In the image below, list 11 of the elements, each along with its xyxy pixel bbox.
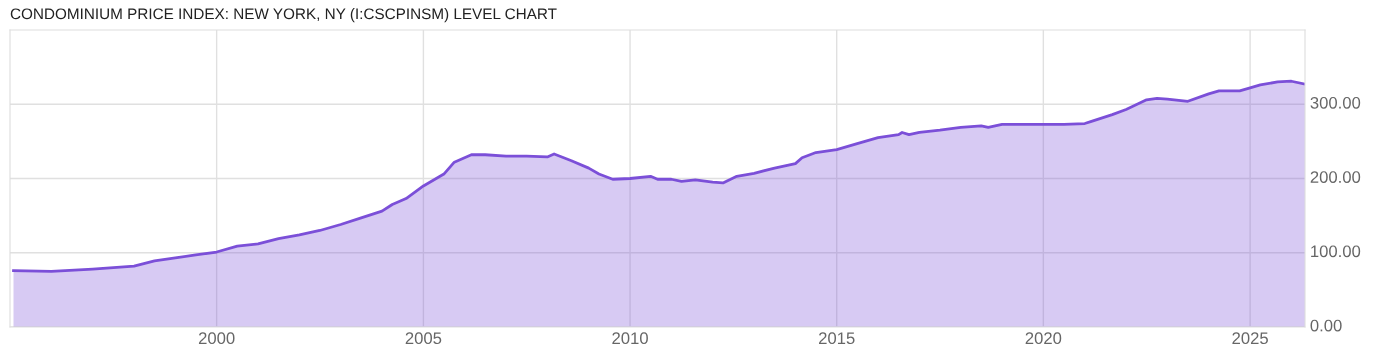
y-tick-label: 0.00 <box>1310 319 1342 332</box>
chart-title: CONDOMINIUM PRICE INDEX: NEW YORK, NY (I:CSCPINSM) LEVEL CHART <box>10 8 557 23</box>
y-tick-label: 300.00 <box>1310 96 1361 109</box>
x-tick-label: 2005 <box>405 332 442 345</box>
y-tick-label: 200.00 <box>1310 171 1361 183</box>
x-tick-label: 2000 <box>198 332 235 345</box>
x-tick-label: 2010 <box>612 332 648 345</box>
y-tick-label: 100.00 <box>1311 245 1361 258</box>
x-tick-label: 2015 <box>819 332 855 345</box>
x-tick-label: 2020 <box>1025 332 1062 345</box>
x-tick-label: 2025 <box>1232 332 1268 345</box>
